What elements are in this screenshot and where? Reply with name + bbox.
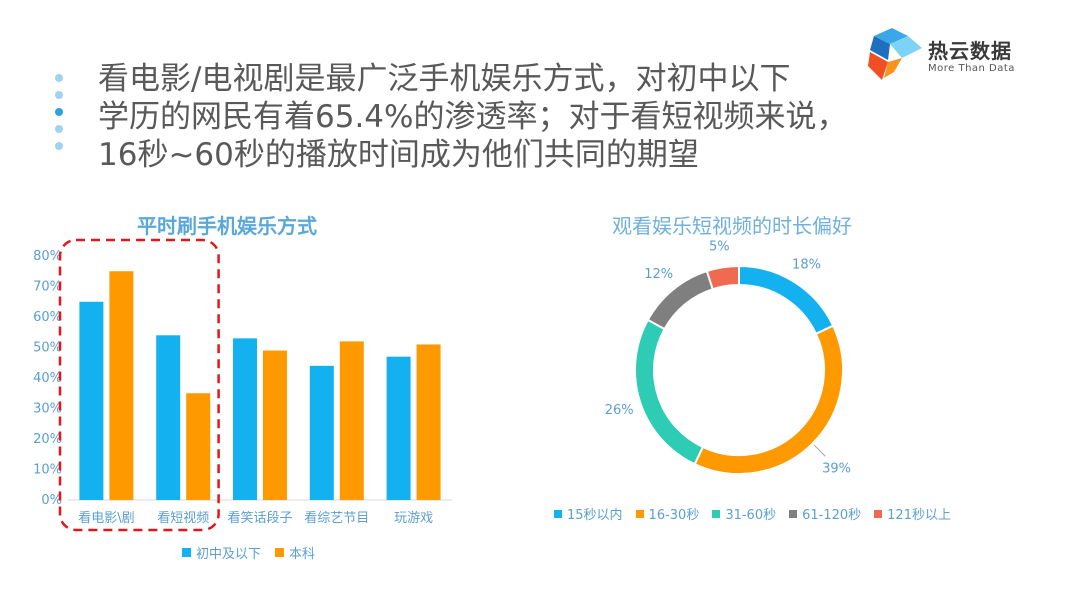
legend-item: 本科 [275,543,315,562]
legend-label: 16-30秒 [648,508,700,523]
legend-item: 31-60秒 [712,504,776,523]
donut-data-label: 12% [644,267,673,282]
donut-data-label: 18% [792,258,821,273]
y-tick-label: 80% [33,249,62,264]
y-tick-label: 40% [33,371,62,386]
bullet-dot [55,74,63,82]
y-tick-label: 60% [33,310,62,325]
donut-chart-legend: 15秒以内 16-30秒 31-60秒 61-120秒 121秒以上 [554,504,964,523]
bar-junior-4 [386,356,411,500]
donut-data-label: 5% [709,240,730,255]
donut-chart: 18% 39% 26% 12% 5% [605,240,851,477]
bar-junior-3 [309,365,334,500]
logo-tagline: More Than Data [928,63,1015,74]
bullet-dot [55,142,63,150]
legend-item: 初中及以下 [182,543,261,562]
legend-label: 15秒以内 [567,508,623,523]
donut-slice-0 [738,264,835,336]
legend-item: 121秒以上 [874,504,951,523]
bar-chart-legend: 初中及以下 本科 [182,543,329,562]
y-tick-label: 0% [41,493,62,508]
donut-data-label: 26% [605,403,634,418]
donut-slice-4 [705,264,740,291]
bar-bachelor-1 [186,393,211,500]
bar-bachelor-0 [109,271,134,500]
donut-chart-title: 观看娱乐短视频的时长偏好 [612,214,852,238]
donut-slice-2 [634,318,705,466]
bar-chart-title: 平时刷手机娱乐方式 [137,214,317,238]
legend-item: 61-120秒 [789,504,861,523]
bar-bachelor-2 [263,350,287,500]
y-tick-label: 10% [33,463,62,478]
bar-junior-2 [233,338,257,500]
headline: 看电影/电视剧是最广泛手机娱乐方式，对初中以下 学历的网民有着65.4%的渗透率… [98,60,858,174]
legend-label: 本科 [289,547,316,562]
legend-swatch [789,509,798,518]
legend-swatch [182,548,191,557]
y-tick-label: 30% [33,402,62,417]
bullet-dot [55,108,63,116]
bar-chart: 0% 10% 20% 30% 40% 50% 60% 70% 80% 看电影\剧 看短视频 看笑话段子… [33,238,452,532]
label-leader-line [813,444,826,457]
logo-name: 热云数据 [928,39,1012,63]
bullet-dot [55,125,63,133]
x-tick-label: 看笑话段子 [227,510,292,526]
legend-label: 61-120秒 [802,508,862,523]
bar-junior-1 [156,335,181,500]
headline-line-2: 学历的网民有着65.4%的渗透率；对于看短视频来说， [98,99,848,135]
legend-swatch [635,509,644,518]
y-tick-label: 50% [33,341,62,356]
x-tick-label: 看电影\剧 [78,510,134,526]
bullet-markers [52,74,66,159]
bullet-dot [55,91,63,99]
legend-swatch [275,548,285,557]
highlight-dashed-box [58,238,220,532]
x-tick-label: 看综艺节目 [304,510,369,526]
legend-swatch [554,509,562,518]
brand-logo: 热云数据 More Than Data [866,26,1066,82]
legend-swatch [712,509,721,518]
headline-line-1: 看电影/电视剧是最广泛手机娱乐方式，对初中以下 [98,61,791,97]
bar-junior-0 [79,301,104,500]
headline-line-3: 16秒~60秒的播放时间成为他们共同的期望 [98,137,699,173]
legend-label: 初中及以下 [196,547,262,562]
donut-data-label: 39% [822,462,851,477]
y-tick-label: 70% [33,280,62,295]
legend-swatch [874,509,883,518]
legend-item: 16-30秒 [635,504,700,523]
bar-bachelor-3 [339,341,364,500]
y-tick-label: 20% [33,432,62,447]
legend-label: 121秒以上 [887,508,951,523]
bar-bachelor-4 [416,344,441,500]
legend-item: 15秒以内 [554,504,623,523]
logo-cube-icon [868,28,922,80]
x-tick-label: 玩游戏 [394,511,433,526]
x-tick-label: 看短视频 [157,510,209,526]
legend-label: 31-60秒 [725,508,777,523]
